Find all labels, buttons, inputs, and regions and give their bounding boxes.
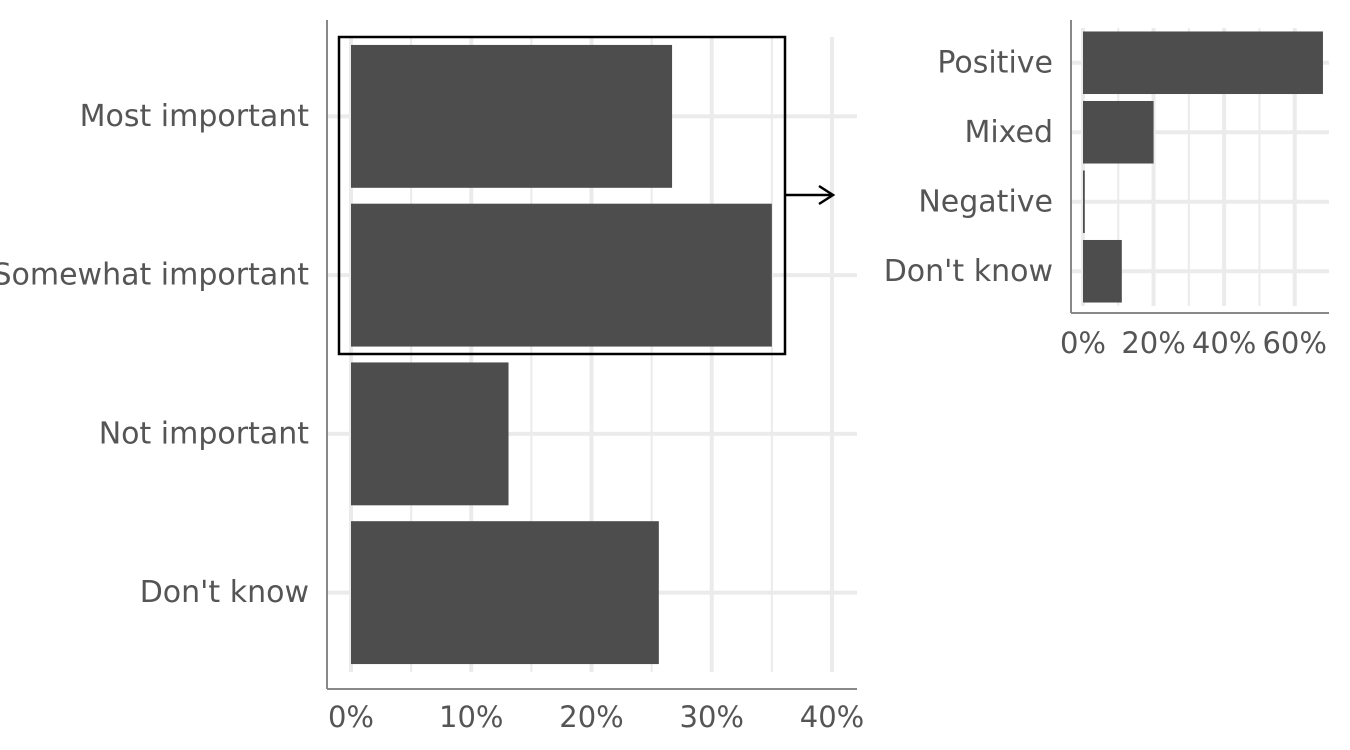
right-bars	[1083, 31, 1323, 303]
left-category-label: Most important	[80, 99, 310, 134]
right-tick-label: 0%	[1060, 326, 1106, 360]
left-bars	[351, 44, 772, 665]
right-category-label: Don't know	[884, 254, 1053, 289]
right-tick-label: 60%	[1262, 326, 1326, 360]
left-category-label: Don't know	[140, 575, 309, 610]
right-tick-label: 40%	[1192, 326, 1256, 360]
right-bar-negative	[1083, 170, 1085, 234]
left-tick-label: 0%	[328, 700, 374, 734]
right-bar-mixed	[1083, 100, 1154, 164]
left-bar-don-t-know	[351, 521, 659, 665]
right-chart: Positive Mixed Negative Don't know 0% 20% 40%…	[884, 20, 1329, 360]
left-chart: Most important Somewhat important Not impo…	[0, 20, 864, 734]
left-tick-label: 20%	[559, 700, 623, 734]
left-bar-most-important	[351, 44, 673, 188]
right-category-labels: Positive Mixed Negative Don't know	[884, 45, 1053, 289]
right-category-label: Positive	[937, 45, 1053, 80]
left-category-label: Not important	[99, 416, 310, 451]
left-tick-label: 30%	[680, 700, 744, 734]
right-tick-labels: 0% 20% 40% 60%	[1060, 326, 1327, 360]
left-bar-not-important	[351, 362, 509, 506]
right-category-label: Negative	[918, 184, 1053, 219]
right-bar-positive	[1083, 31, 1323, 95]
left-bar-somewhat-important	[351, 203, 772, 347]
left-tick-label: 10%	[439, 700, 503, 734]
left-category-labels: Most important Somewhat important Not impo…	[0, 99, 309, 610]
right-bar-don-t-know	[1083, 239, 1122, 303]
right-tick-label: 20%	[1121, 326, 1185, 360]
left-tick-labels: 0% 10% 20% 30% 40%	[328, 700, 864, 734]
callout-arrow-head	[818, 184, 836, 206]
right-category-label: Mixed	[964, 115, 1053, 150]
left-tick-label: 40%	[800, 700, 864, 734]
left-category-label: Somewhat important	[0, 258, 309, 293]
